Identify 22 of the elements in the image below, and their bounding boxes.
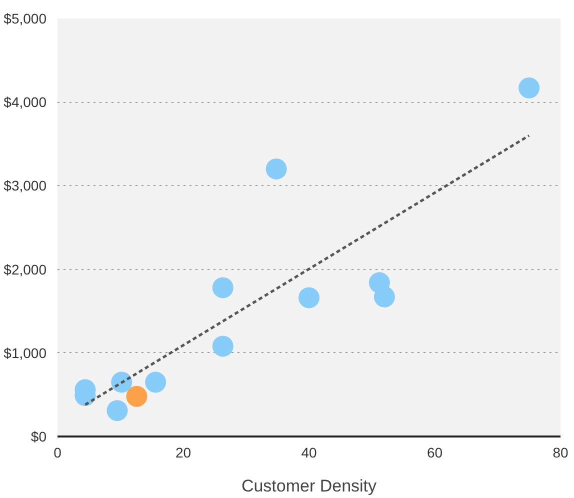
x-tick-label: 20 [175, 444, 192, 460]
point [145, 372, 166, 393]
y-tick-label: $0 [30, 428, 47, 444]
point [298, 287, 320, 308]
point [212, 336, 234, 357]
point [266, 158, 287, 180]
point [374, 286, 395, 308]
point [106, 400, 128, 422]
x-tick-label: 0 [54, 444, 62, 460]
y-tick-label: $1,000 [4, 344, 47, 361]
point [126, 386, 148, 407]
x-tick-label: 40 [301, 444, 317, 460]
x-tick-label: 80 [552, 444, 568, 460]
point [518, 77, 540, 98]
y-tick-label: $2,000 [4, 261, 47, 278]
y-tick-label: $4,000 [4, 94, 47, 110]
point [111, 372, 132, 393]
y-tick-label: $3,000 [4, 178, 47, 194]
x-tick-label: 60 [426, 444, 443, 460]
x-axis-title: Customer Density [241, 476, 378, 496]
point [212, 277, 234, 298]
y-tick-label: $5,000 [4, 10, 47, 26]
